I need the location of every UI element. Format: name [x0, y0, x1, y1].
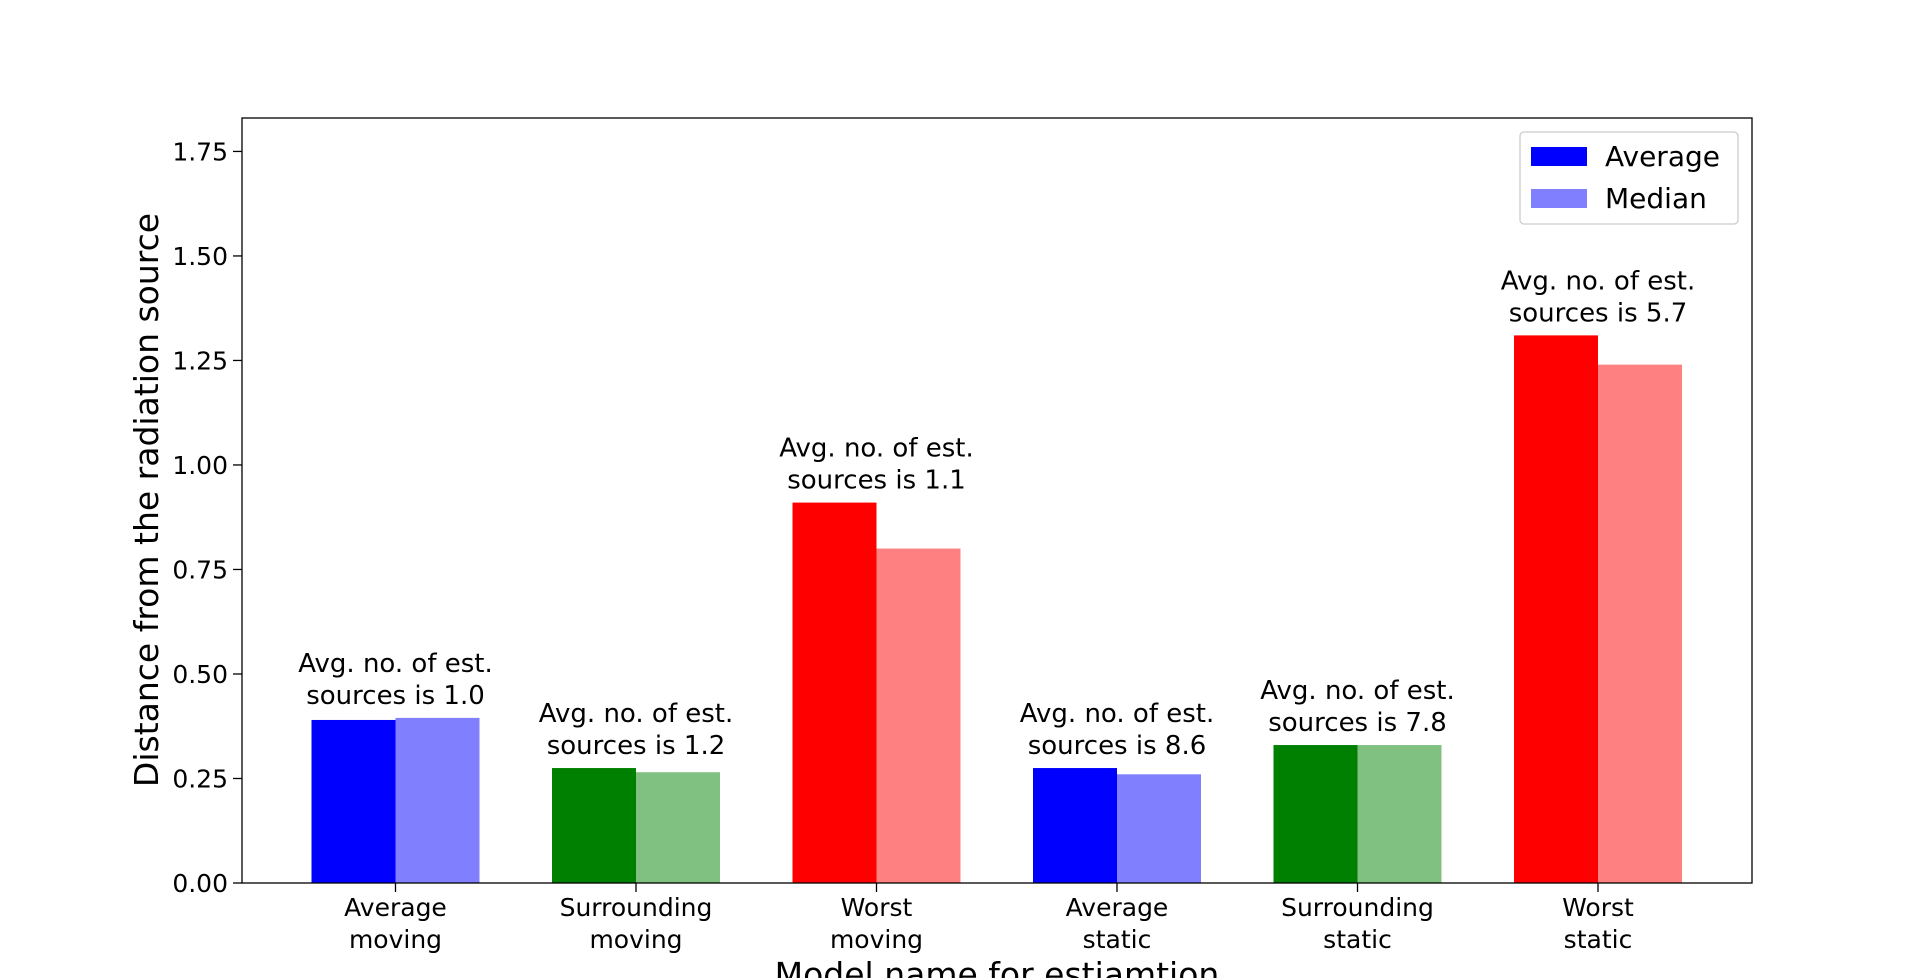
y-tick-label: 1.75 — [172, 137, 228, 166]
bar-average — [311, 719, 396, 883]
bar-median — [1598, 364, 1682, 883]
bar-annotation: Avg. no. of est. — [1260, 676, 1454, 706]
bar-annotation: sources is 1.2 — [547, 731, 726, 761]
x-tick-label: static — [1564, 925, 1633, 954]
y-tick-label: 0.00 — [172, 869, 228, 898]
bar-median — [1357, 745, 1442, 883]
bar-annotation: sources is 1.1 — [787, 466, 966, 496]
bar-average — [1273, 745, 1358, 883]
x-tick-label: Surrounding — [560, 893, 713, 922]
bars-group — [311, 335, 1682, 883]
bar-annotation: Avg. no. of est. — [779, 434, 973, 464]
x-tick-label: Average — [344, 893, 447, 922]
x-tick-label: static — [1083, 925, 1152, 954]
legend-swatch — [1531, 147, 1587, 166]
bar-average — [792, 502, 877, 883]
y-axis-title: Distance from the radiation source — [127, 213, 166, 787]
bar-average — [1514, 335, 1598, 883]
plot-frame — [241, 117, 1753, 884]
bar-average — [552, 768, 636, 883]
bar-annotation: Avg. no. of est. — [298, 649, 492, 679]
bar-annotation: sources is 8.6 — [1028, 731, 1207, 761]
x-tick-label: Average — [1066, 893, 1169, 922]
y-tick-label: 1.25 — [172, 346, 228, 375]
x-tick-label: moving — [589, 925, 682, 954]
legend-label: Average — [1605, 140, 1720, 173]
legend-label: Median — [1605, 182, 1707, 215]
x-axis: Average moving Surrounding moving Worst movin… — [344, 883, 1634, 954]
bar-annotation: sources is 1.0 — [306, 681, 485, 711]
bar-annotation: sources is 7.8 — [1268, 708, 1447, 738]
bar-median — [636, 772, 720, 883]
bar-average — [1033, 768, 1117, 883]
bar-median — [395, 717, 480, 883]
x-tick-label: moving — [349, 925, 442, 954]
bar-annotation: sources is 5.7 — [1509, 298, 1688, 328]
y-tick-label: 0.25 — [172, 764, 228, 793]
y-tick-label: 0.75 — [172, 555, 228, 584]
y-tick-label: 1.50 — [172, 242, 228, 271]
legend-swatch — [1531, 189, 1587, 208]
y-tick-label: 1.00 — [172, 451, 228, 480]
bar-annotation: Avg. no. of est. — [539, 699, 733, 729]
x-tick-label: Surrounding — [1281, 893, 1434, 922]
y-tick-label: 0.50 — [172, 660, 228, 689]
y-axis: 0.00 0.25 0.50 0.75 1.00 1.25 1.50 1.75 — [172, 137, 242, 898]
bar-annotation: Avg. no. of est. — [1501, 266, 1695, 296]
x-tick-label: Worst — [1562, 893, 1634, 922]
bar-median — [876, 548, 961, 883]
x-axis-title: Model name for estiamtion — [775, 955, 1220, 978]
bar-median — [1117, 774, 1201, 883]
x-tick-label: Worst — [841, 893, 913, 922]
bar-annotation: Avg. no. of est. — [1020, 699, 1214, 729]
x-tick-label: static — [1323, 925, 1392, 954]
legend: Average Median — [1519, 131, 1739, 225]
x-tick-label: moving — [830, 925, 923, 954]
